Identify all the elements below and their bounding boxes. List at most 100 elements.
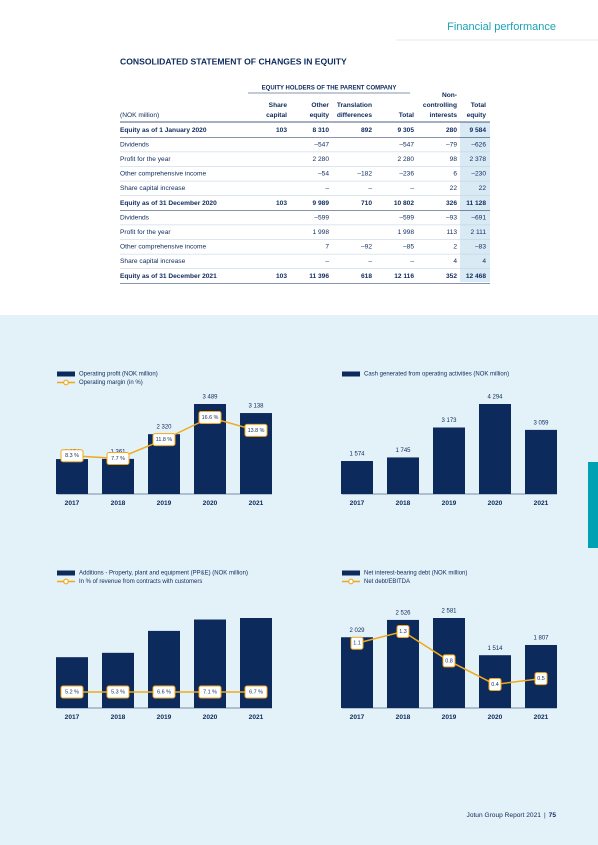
- legend-swatch: [57, 570, 75, 576]
- line-value-label: 7.7 %: [111, 456, 125, 462]
- legend-label: Net interest-bearing debt (NOK million): [364, 571, 467, 577]
- column-header: controlling: [423, 102, 457, 109]
- bar-value-label: 2 526: [395, 610, 411, 616]
- line-marker: [152, 685, 176, 699]
- section-tab: [588, 462, 598, 548]
- x-tick-label: 2021: [249, 714, 264, 721]
- bar: [102, 652, 134, 708]
- x-tick-label: 2018: [111, 714, 126, 721]
- bar-value-label: 3 138: [248, 404, 264, 410]
- line-marker: [244, 423, 268, 437]
- table-cell: 1 998: [312, 229, 329, 236]
- table-cell: 6: [453, 171, 457, 178]
- column-header: capital: [266, 112, 287, 119]
- legend-label: Additions - Property, plant and equipmen…: [79, 571, 248, 577]
- table-cell: 9 584: [469, 127, 486, 134]
- table-cell: 352: [446, 273, 457, 280]
- table-cell: –: [410, 185, 414, 192]
- table-cell: –: [410, 258, 414, 265]
- chart-background: [0, 315, 598, 845]
- row-label: Profit for the year: [120, 229, 171, 236]
- line-marker: [106, 452, 130, 466]
- x-tick-label: 2021: [249, 500, 264, 507]
- table-cell: 9 989: [312, 200, 329, 207]
- x-tick-label: 2018: [396, 714, 411, 721]
- legend-label: Operating profit (NOK million): [79, 372, 158, 378]
- bar-value-label: 3 489: [202, 395, 218, 401]
- line-value-label: 0.4: [491, 682, 499, 688]
- x-tick-label: 2019: [442, 500, 457, 507]
- table-cell: 12 468: [466, 273, 487, 280]
- table-cell: –: [368, 258, 372, 265]
- line-value-label: 0.5: [537, 676, 545, 682]
- row-label: Profit for the year: [120, 156, 171, 163]
- line-marker: [60, 685, 84, 699]
- bar: [341, 461, 373, 494]
- line-value-label: 6.7 %: [249, 689, 263, 695]
- bar-value-label: 3 173: [441, 418, 457, 424]
- table-cell: –626: [471, 141, 486, 148]
- row-label: Equity as of 31 December 2021: [120, 273, 217, 280]
- table-cell: 103: [276, 273, 287, 280]
- table-cell: 9 305: [397, 127, 414, 134]
- legend-label: Operating margin (in %): [79, 380, 143, 386]
- section-title: Financial performance: [447, 21, 556, 33]
- table-cell: –54: [318, 171, 329, 178]
- row-label: Dividends: [120, 141, 150, 148]
- footer-text: Jotun Group Report 2021 | 75: [467, 812, 557, 819]
- table-cell: 1 998: [397, 229, 414, 236]
- column-header: Total: [399, 112, 414, 119]
- table-cell: –599: [399, 214, 414, 221]
- table-cell: 710: [361, 200, 372, 207]
- bar-value-label: 1 745: [395, 448, 411, 454]
- table-cell: 2 280: [312, 156, 329, 163]
- line-value-label: 7.1 %: [203, 689, 217, 695]
- table-cell: 2 378: [469, 156, 486, 163]
- footer-page: 75: [549, 812, 557, 819]
- column-header: equity: [310, 112, 330, 119]
- column-header: Translation: [337, 102, 372, 109]
- table-cell: 22: [479, 185, 487, 192]
- table-cell: 4: [482, 258, 486, 265]
- legend-label: In % of revenue from contracts with cust…: [79, 579, 202, 585]
- table-cell: –236: [399, 171, 414, 178]
- table-cell: 618: [361, 273, 372, 280]
- legend-swatch: [342, 371, 360, 377]
- x-tick-label: 2019: [157, 714, 172, 721]
- line-value-label: 13.8 %: [248, 428, 265, 434]
- legend-marker: [63, 379, 69, 386]
- table-cell: –547: [314, 141, 329, 148]
- legend-swatch: [342, 570, 360, 576]
- x-tick-label: 2021: [534, 500, 549, 507]
- x-tick-label: 2017: [350, 714, 365, 721]
- bar-value-label: 3 059: [533, 420, 549, 426]
- bar: [387, 457, 419, 494]
- line-marker: [152, 433, 176, 447]
- row-label: Equity as of 1 January 2020: [120, 127, 207, 134]
- bar: [56, 657, 88, 708]
- bar: [525, 429, 557, 494]
- table-cell: 280: [446, 127, 457, 134]
- table-cell: –599: [314, 214, 329, 221]
- line-marker: [442, 654, 456, 668]
- table-cell: –85: [403, 244, 414, 251]
- column-header: equity: [467, 112, 487, 119]
- footer-title: Jotun Group Report 2021: [467, 812, 542, 819]
- table-cell: 10 802: [394, 200, 415, 207]
- bar-value-label: 1 514: [487, 646, 503, 652]
- table-cell: 22: [450, 185, 458, 192]
- line-value-label: 1.1: [353, 641, 361, 647]
- table-cell: 7: [325, 244, 329, 251]
- column-header: differences: [337, 112, 373, 119]
- row-label: Other comprehensive income: [120, 171, 206, 178]
- line-marker: [488, 677, 502, 691]
- column-header: Share: [269, 102, 288, 109]
- line-marker: [396, 625, 410, 638]
- line-marker: [198, 685, 222, 699]
- bar: [479, 404, 511, 494]
- table-cell: –: [368, 185, 372, 192]
- table-cell: –: [325, 258, 329, 265]
- table-cell: 98: [450, 156, 458, 163]
- column-header: Non-: [442, 92, 457, 99]
- unit-label: (NOK million): [120, 112, 159, 119]
